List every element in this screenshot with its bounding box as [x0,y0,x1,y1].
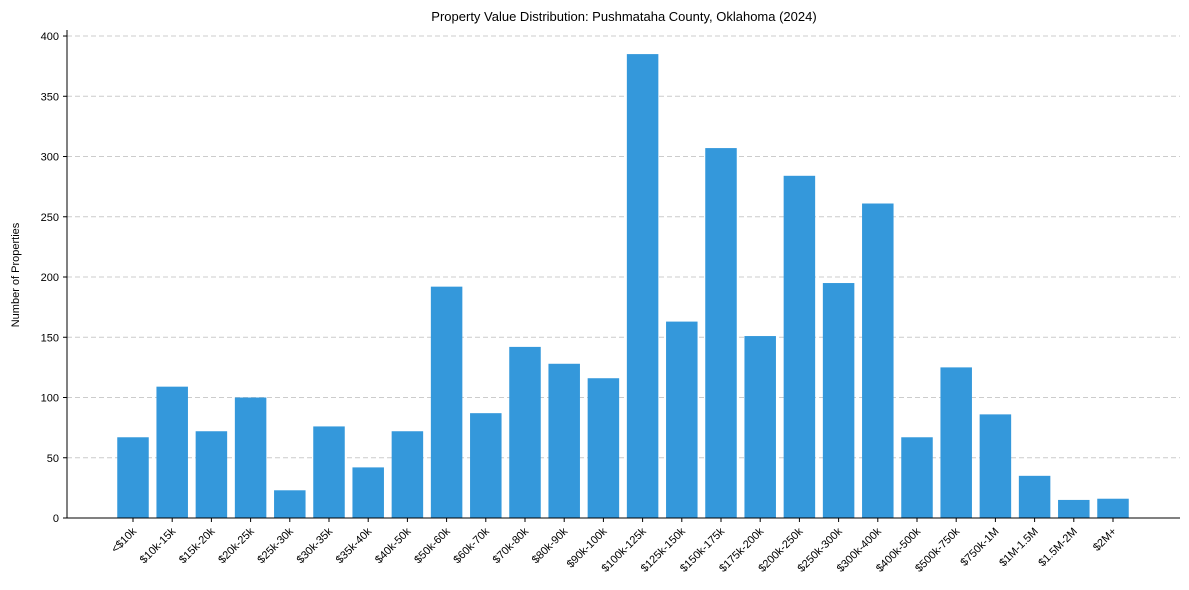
x-tick-label: $40k-50k [373,525,414,566]
x-tick-label: $2M+ [1091,526,1119,554]
x-tick-label: $60k-70k [451,525,492,566]
bars [117,54,1129,519]
bar [470,413,502,518]
x-tick-label: $25k-30k [255,525,296,566]
bar [548,363,580,518]
bar [901,437,933,518]
y-tick-label: 350 [41,91,59,103]
x-tick-label: $10k-15k [138,525,179,566]
bar [1058,499,1090,518]
bar [352,467,384,518]
bar [979,414,1012,518]
bar [1018,475,1051,518]
bar [509,346,541,518]
y-axis-label: Number of Properties [10,222,22,327]
bar [430,286,463,518]
y-tick-label: 100 [41,393,59,405]
bar [274,490,306,518]
bar [940,367,972,518]
x-tick-label: $80k-90k [530,525,571,566]
x-tick-label: $15k-20k [177,525,218,566]
y-tick-label: 150 [41,332,59,344]
bar [391,431,424,518]
chart-title: Property Value Distribution: Pushmataha … [431,9,816,24]
y-tick-label: 250 [41,212,59,224]
x-tick-label: $750k-1M [958,526,1001,569]
bar [195,431,228,518]
x-tick-label: $70k-80k [491,525,532,566]
bar [587,378,620,518]
y-tick-label: 300 [41,152,59,164]
x-tick-label: $50k-60k [412,525,453,566]
x-tick-label: $1M-1.5M [997,526,1041,570]
bar [626,54,659,519]
bar [1097,498,1129,518]
x-tick-label: $30k-35k [295,525,336,566]
y-tick-label: 200 [41,272,59,284]
y-tick-label: 0 [53,513,59,525]
x-tick-label: $35k-40k [334,525,375,566]
x-tick-label: $1.5M-2M [1036,526,1080,570]
bar [234,397,267,518]
y-ticks: 0 50 100 150 200 250 300 350 400 [41,31,67,525]
x-ticks: <$10k$10k-15k$15k-20k$20k-25k$25k-30k$30… [109,518,1119,575]
bar [117,437,149,518]
bar [744,336,776,518]
bar [156,386,188,518]
y-tick-label: 50 [47,453,59,465]
bar [862,203,894,518]
bar [313,426,345,518]
bar [705,148,737,518]
bar [783,175,816,518]
bar [666,321,698,518]
bar [822,283,855,518]
axes [66,30,1180,519]
x-tick-label: <$10k [109,525,139,555]
x-tick-label: $20k-25k [216,525,257,566]
gridlines [67,35,1180,459]
y-tick-label: 400 [41,31,59,43]
